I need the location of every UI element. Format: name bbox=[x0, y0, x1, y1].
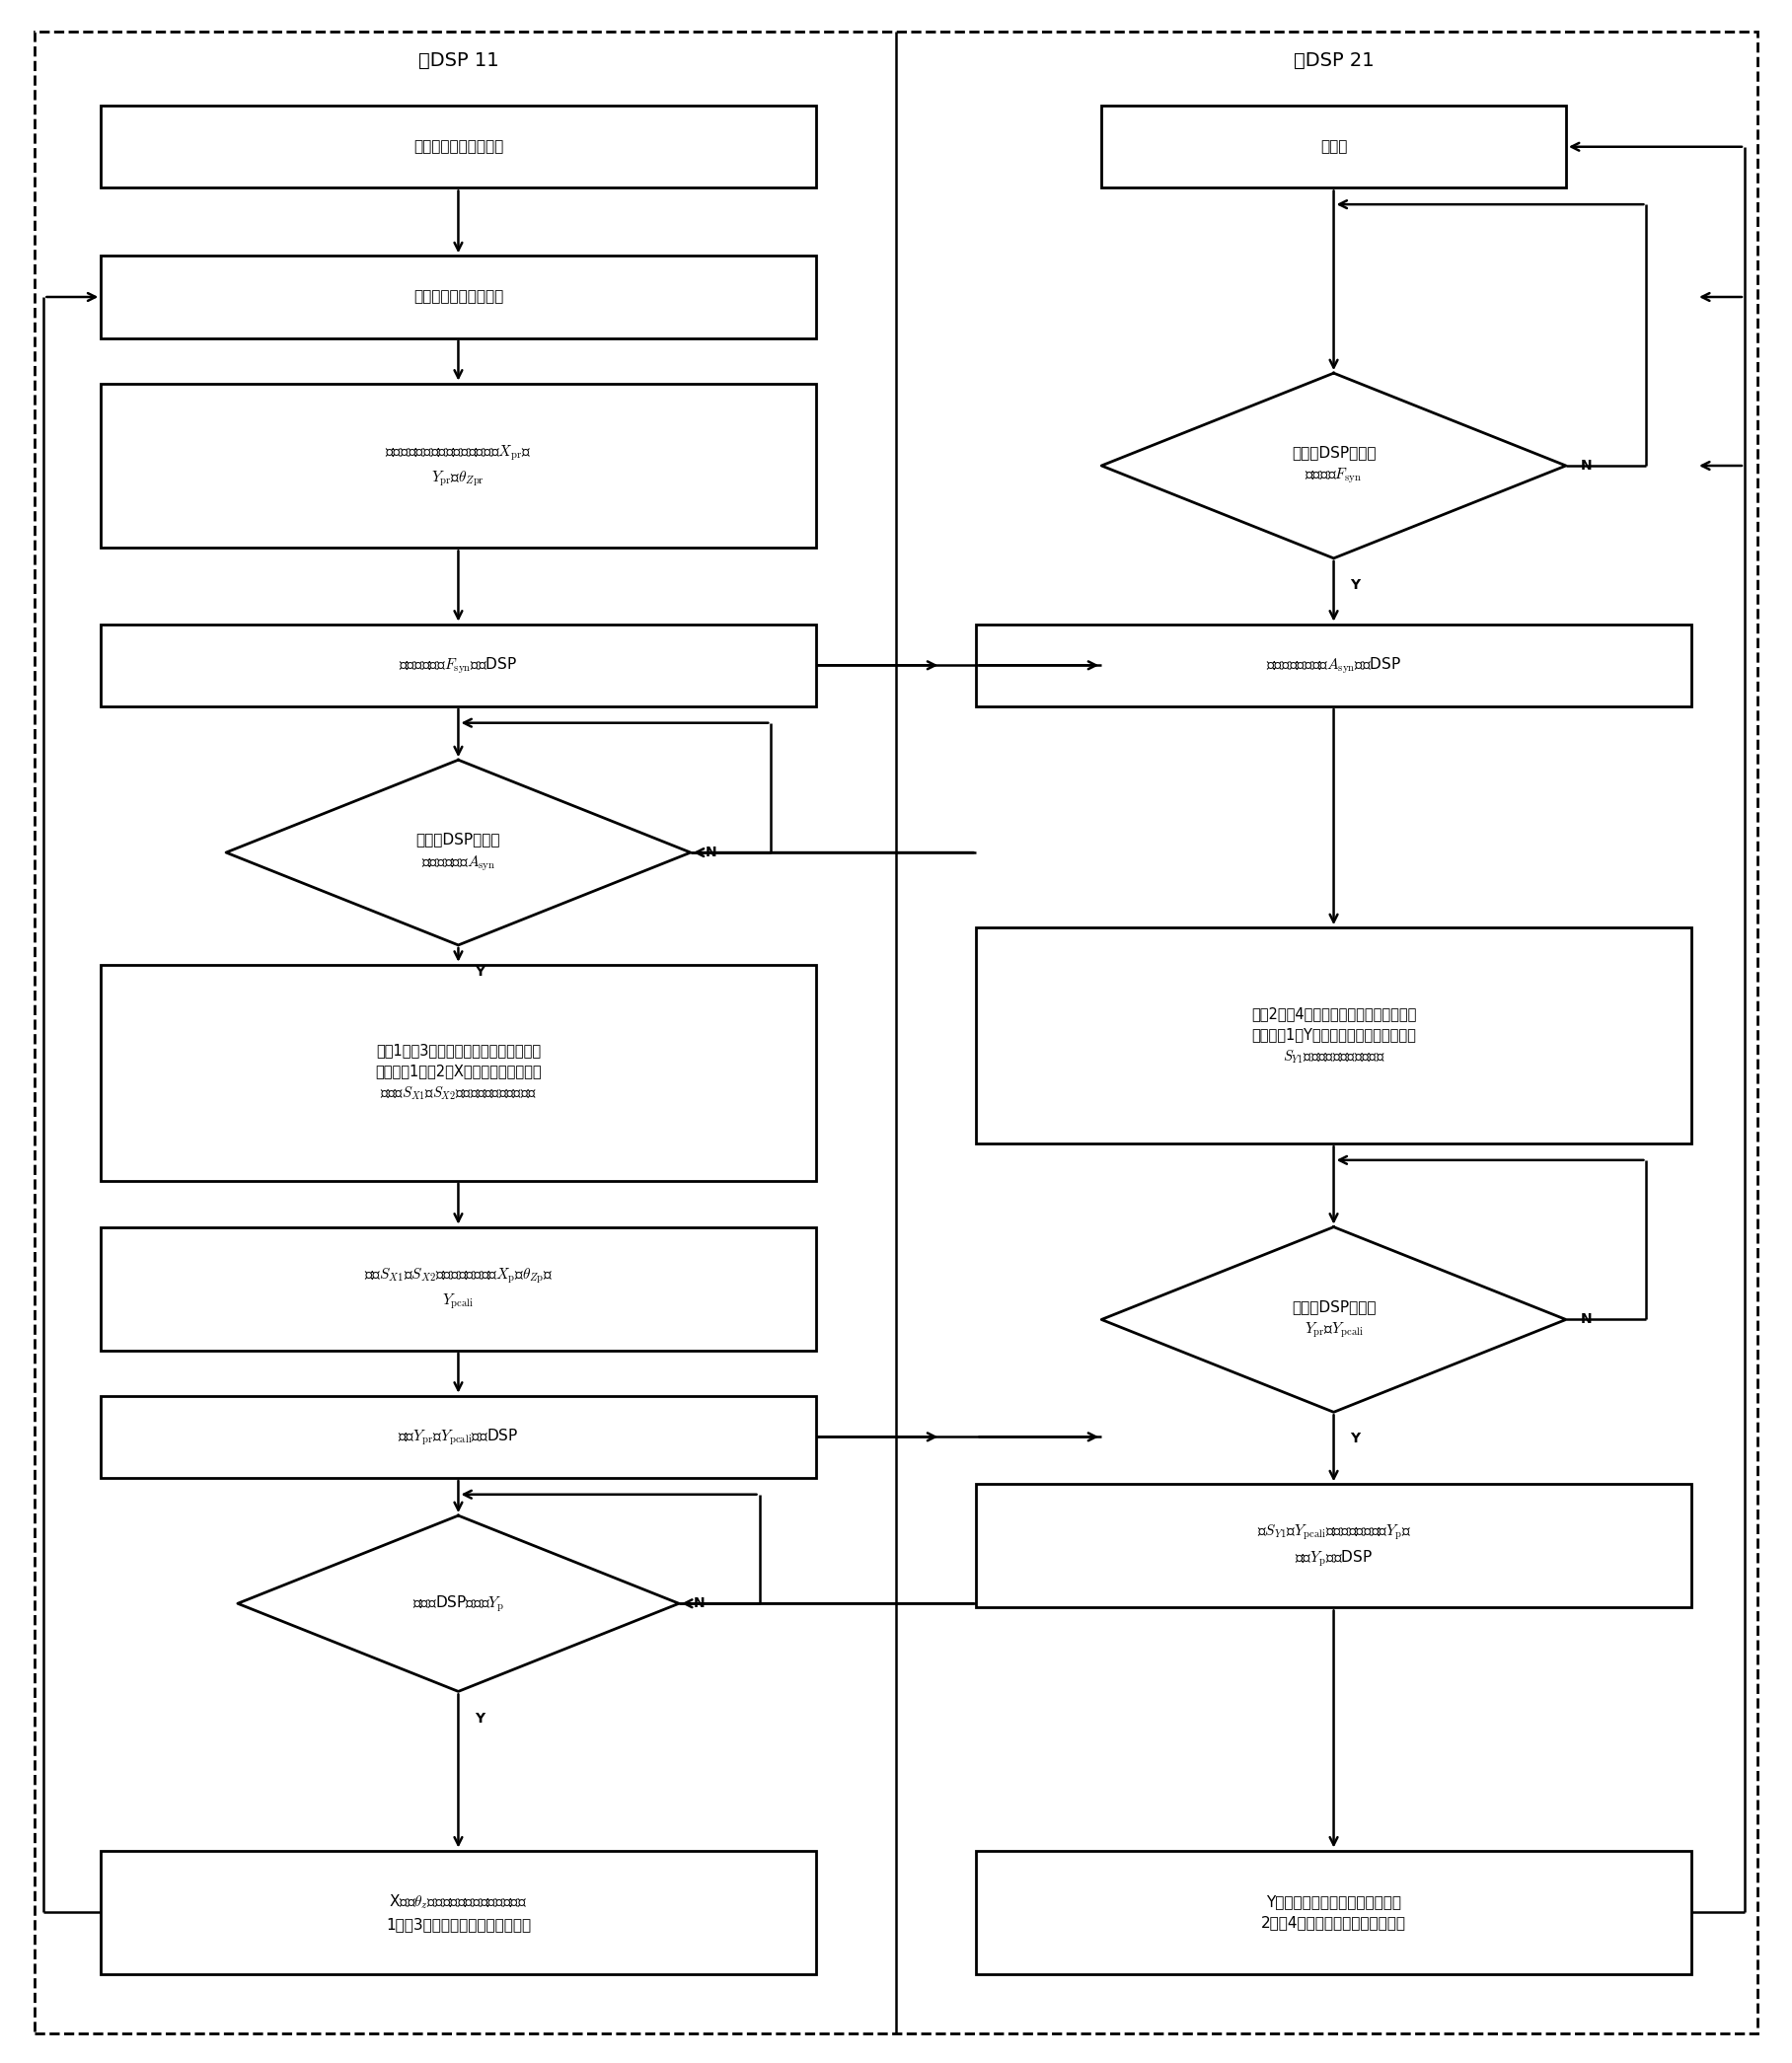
Bar bbox=[100, 384, 815, 549]
Text: 收到从DSP发送的$Y_\mathrm{p}$: 收到从DSP发送的$Y_\mathrm{p}$ bbox=[412, 1593, 504, 1613]
Text: 初始化: 初始化 bbox=[1321, 140, 1348, 155]
Text: Y: Y bbox=[1349, 1432, 1360, 1446]
Text: 根据轨迹规划算法计算位置参考值$X_\mathrm{pr}$、
$Y_\mathrm{pr}$、$\theta_{Z\mathrm{pr}}$: 根据轨迹规划算法计算位置参考值$X_\mathrm{pr}$、 $Y_\math… bbox=[385, 444, 532, 489]
Text: 发送同步标志$F_\mathrm{syn}$给从DSP: 发送同步标志$F_\mathrm{syn}$给从DSP bbox=[400, 656, 518, 675]
Bar bbox=[977, 1483, 1692, 1607]
Bar bbox=[100, 1227, 815, 1351]
Text: 读取2号、4号直线电机执行器的电流采样
值；读取1号Y轴激光位置传感器的采样值
$S_{Y1}$；采样值数字滤波、校正: 读取2号、4号直线电机执行器的电流采样 值；读取1号Y轴激光位置传感器的采样值 … bbox=[1251, 1007, 1416, 1065]
Text: 收到从DSP发送的
同步确认标志$A_\mathrm{syn}$: 收到从DSP发送的 同步确认标志$A_\mathrm{syn}$ bbox=[416, 831, 500, 873]
Text: 读取1号、3号直线电机执行器的电流采样
值；读取1号、2号X轴激光位置传感器的
采样值$S_{X1}$、$S_{X2}$；采样值数字滤波、校正: 读取1号、3号直线电机执行器的电流采样 值；读取1号、2号X轴激光位置传感器的 … bbox=[375, 1044, 541, 1102]
Text: Y: Y bbox=[475, 1712, 486, 1725]
Text: 由$S_{Y1}$、$Y_\mathrm{pcali}$和传感器方程计算$Y_\mathrm{p}$；
发送$Y_\mathrm{p}$给主DSP: 由$S_{Y1}$、$Y_\mathrm{pcali}$和传感器方程计算$Y_\… bbox=[1256, 1522, 1410, 1570]
Text: Y: Y bbox=[1349, 578, 1360, 592]
Text: N: N bbox=[694, 1597, 704, 1611]
Text: 初始化；接收伺服命令: 初始化；接收伺服命令 bbox=[414, 140, 504, 155]
Bar bbox=[1102, 105, 1566, 188]
Bar bbox=[977, 1851, 1692, 1974]
Bar bbox=[100, 256, 815, 338]
Text: Y: Y bbox=[475, 965, 486, 978]
Text: 根据$S_{X1}$、$S_{X2}$和传感器方程计算$X_\mathrm{p}$、$\theta_{Z\mathrm{p}}$、
$Y_\mathrm{pca: 根据$S_{X1}$、$S_{X2}$和传感器方程计算$X_\mathrm{p}… bbox=[364, 1267, 554, 1312]
Polygon shape bbox=[1102, 373, 1566, 559]
Polygon shape bbox=[1102, 1227, 1566, 1413]
Bar bbox=[100, 965, 815, 1180]
Text: 收到主DSP发送的
同步标志$F_\mathrm{syn}$: 收到主DSP发送的 同步标志$F_\mathrm{syn}$ bbox=[1292, 446, 1376, 487]
Text: 发送同步确认标志$A_\mathrm{syn}$给主DSP: 发送同步确认标志$A_\mathrm{syn}$给主DSP bbox=[1267, 656, 1401, 675]
Text: Y轴运动自由度位置、速度控制；
2号、4号直线电机执行器电流控制: Y轴运动自由度位置、速度控制； 2号、4号直线电机执行器电流控制 bbox=[1262, 1894, 1407, 1929]
Text: N: N bbox=[1581, 458, 1591, 472]
Text: 收到主DSP发送的
$Y_\mathrm{pr}$、$Y_\mathrm{pcali}$: 收到主DSP发送的 $Y_\mathrm{pr}$、$Y_\mathrm{pca… bbox=[1292, 1300, 1376, 1339]
Text: N: N bbox=[704, 846, 717, 860]
Text: 主DSP 11: 主DSP 11 bbox=[418, 52, 498, 70]
Text: 发送$Y_\mathrm{pr}$、$Y_\mathrm{pcali}$给从DSP: 发送$Y_\mathrm{pr}$、$Y_\mathrm{pcali}$给从DS… bbox=[398, 1428, 518, 1446]
Bar bbox=[100, 625, 815, 706]
Text: 定时等待控制周期开始: 定时等待控制周期开始 bbox=[414, 289, 504, 305]
Bar bbox=[100, 1397, 815, 1477]
Polygon shape bbox=[226, 759, 690, 945]
Bar bbox=[977, 625, 1692, 706]
Bar bbox=[977, 928, 1692, 1143]
Text: 从DSP 21: 从DSP 21 bbox=[1294, 52, 1374, 70]
Text: X轴、$\theta_z$运动自由度位置、速度控制；
1号、3号直线电机执行器电流控制: X轴、$\theta_z$运动自由度位置、速度控制； 1号、3号直线电机执行器电… bbox=[385, 1892, 530, 1931]
Bar bbox=[100, 105, 815, 188]
Bar bbox=[100, 1851, 815, 1974]
Text: N: N bbox=[1581, 1312, 1591, 1327]
Polygon shape bbox=[238, 1516, 679, 1692]
